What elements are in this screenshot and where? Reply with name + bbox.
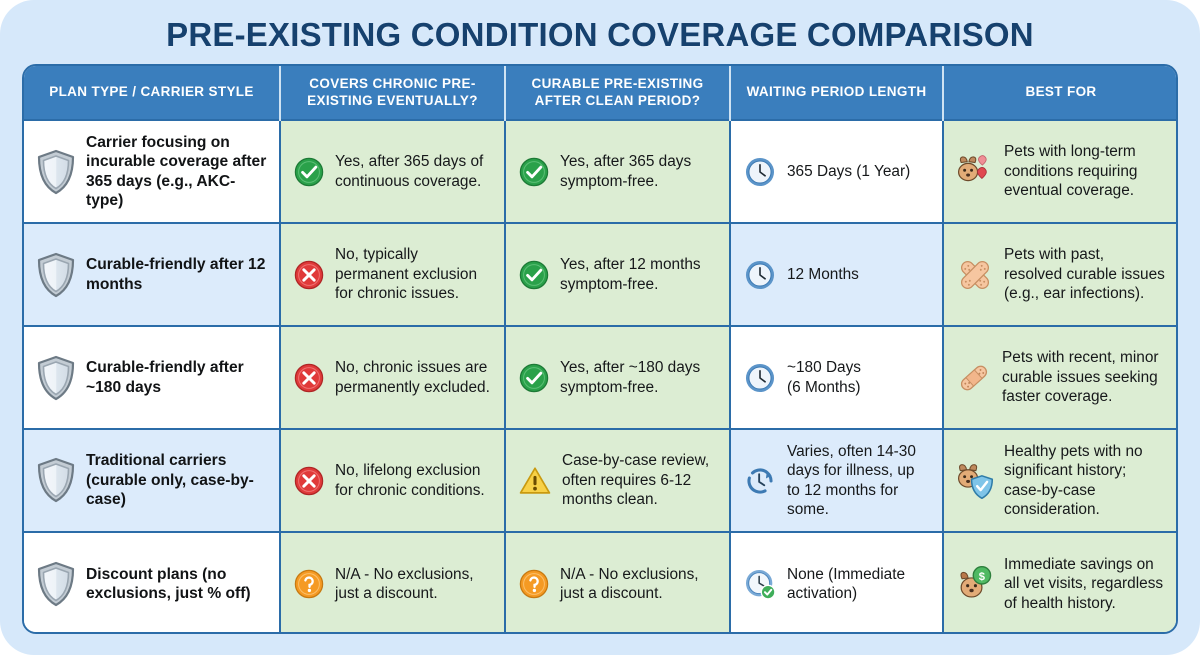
- question-circle-icon: [294, 569, 324, 599]
- shield-icon: [37, 149, 75, 194]
- comparison-table: PLAN TYPE / CARRIER STYLE COVERS CHRONIC…: [24, 66, 1176, 632]
- clock-arrow-icon: [747, 467, 773, 494]
- cell-waiting-period: 12 Months: [730, 222, 944, 326]
- column-header-waiting-period: WAITING PERIOD LENGTH: [730, 66, 944, 120]
- question-circle-icon: [519, 569, 549, 599]
- shield-icon: [37, 355, 75, 400]
- curable-after-clean-text: Case-by-case review, often requires 6-12…: [562, 452, 710, 509]
- check-circle-icon: [294, 157, 324, 186]
- table-header-row: PLAN TYPE / CARRIER STYLE COVERS CHRONIC…: [24, 66, 1176, 120]
- svg-text:$: $: [979, 571, 986, 583]
- page-title: PRE-EXISTING CONDITION COVERAGE COMPARIS…: [166, 16, 1034, 53]
- cell-plan-type: Curable-friendly after 12 months: [24, 222, 281, 326]
- table-row: Curable-friendly after ~180 days No, chro…: [24, 325, 1176, 429]
- waiting-period-text: 12 Months: [787, 265, 859, 283]
- covers-chronic-text: Yes, after 365 days of continuous covera…: [335, 153, 484, 190]
- curable-after-clean-text: Yes, after 365 days symptom-free.: [560, 153, 692, 190]
- warning-triangle-icon: [519, 466, 551, 494]
- shield-icon: [37, 252, 75, 297]
- cell-covers-chronic: No, chronic issues are permanently exclu…: [280, 325, 506, 429]
- check-circle-icon: [519, 260, 549, 289]
- waiting-period-text: Varies, often 14-30 days for illness, up…: [787, 442, 916, 518]
- table-row: Curable-friendly after 12 months No, typi…: [24, 222, 1176, 326]
- cell-waiting-period: 365 Days (1 Year): [730, 119, 944, 223]
- plan-type-label: Curable-friendly after 12 months: [86, 256, 266, 293]
- shield-icon: [37, 561, 75, 607]
- cell-covers-chronic: N/A - No exclusions, just a discount.: [280, 531, 506, 632]
- cell-best-for: Pets with recent, minor curable issues s…: [943, 325, 1176, 429]
- plan-type-label: Curable-friendly after ~180 days: [86, 359, 244, 396]
- covers-chronic-text: N/A - No exclusions, just a discount.: [335, 565, 474, 602]
- best-for-text: Immediate savings on all vet visits, reg…: [1004, 555, 1164, 612]
- dog-heart-icon: [957, 154, 987, 181]
- covers-chronic-text: No, chronic issues are permanently exclu…: [335, 359, 490, 396]
- best-for-text: Pets with long-term conditions requiring…: [1004, 143, 1138, 200]
- cell-covers-chronic: Yes, after 365 days of continuous covera…: [280, 119, 506, 223]
- covers-chronic-text: No, typically permanent exclusion for ch…: [335, 246, 478, 303]
- curable-after-clean-text: N/A - No exclusions, just a discount.: [560, 565, 699, 602]
- cell-plan-type: Carrier focusing on incurable coverage a…: [24, 119, 281, 223]
- best-for-text: Pets with recent, minor curable issues s…: [1002, 349, 1159, 406]
- shield-icon: [37, 458, 75, 503]
- bandage-icon: [960, 365, 988, 390]
- waiting-period-text: 365 Days (1 Year): [787, 162, 911, 180]
- waiting-period-text: None (Immediate activation): [787, 565, 906, 602]
- cell-curable-after-clean: Yes, after 12 months symptom-free.: [505, 222, 731, 326]
- cell-waiting-period: ~180 Days (6 Months): [730, 325, 944, 429]
- cell-plan-type: Discount plans (no exclusions, just % of…: [24, 531, 281, 632]
- clock-icon: [745, 260, 775, 289]
- table-row: Carrier focusing on incurable coverage a…: [24, 119, 1176, 223]
- check-circle-icon: [519, 363, 549, 392]
- column-header-plan-type: PLAN TYPE / CARRIER STYLE: [24, 66, 281, 120]
- bandages-icon: [960, 260, 990, 289]
- clock-icon: [745, 157, 775, 186]
- table-row: Traditional carriers (curable only, case…: [24, 428, 1176, 532]
- cell-best-for: $ Immediate savings on all vet visits, re…: [943, 531, 1176, 632]
- cell-curable-after-clean: Yes, after ~180 days symptom-free.: [505, 325, 731, 429]
- x-circle-icon: [294, 363, 324, 392]
- column-header-curable-after-clean: CURABLE PRE-EXISTING AFTER CLEAN PERIOD?: [505, 66, 731, 120]
- cell-waiting-period: Varies, often 14-30 days for illness, up…: [730, 428, 944, 532]
- cell-curable-after-clean: Case-by-case review, often requires 6-12…: [505, 428, 731, 532]
- cell-waiting-period: None (Immediate activation): [730, 531, 944, 632]
- cell-plan-type: Traditional carriers (curable only, case…: [24, 428, 281, 532]
- table-row: Discount plans (no exclusions, just % of…: [24, 531, 1176, 632]
- column-header-covers-chronic: COVERS CHRONIC PRE-EXISTING EVENTUALLY?: [280, 66, 506, 120]
- cell-curable-after-clean: Yes, after 365 days symptom-free.: [505, 119, 731, 223]
- cell-covers-chronic: No, lifelong exclusion for chronic condi…: [280, 428, 506, 532]
- x-circle-icon: [294, 466, 324, 495]
- clock-icon: [745, 363, 775, 392]
- cell-best-for: Healthy pets with no significant history…: [943, 428, 1176, 532]
- check-circle-icon: [519, 157, 549, 186]
- cell-best-for: Pets with long-term conditions requiring…: [943, 119, 1176, 223]
- plan-type-label: Discount plans (no exclusions, just % of…: [86, 565, 251, 602]
- column-header-best-for: BEST FOR: [943, 66, 1176, 120]
- covers-chronic-text: No, lifelong exclusion for chronic condi…: [335, 462, 485, 499]
- best-for-text: Healthy pets with no significant history…: [1004, 442, 1143, 518]
- table-body: Carrier focusing on incurable coverage a…: [24, 119, 1176, 632]
- cell-curable-after-clean: N/A - No exclusions, just a discount.: [505, 531, 731, 632]
- plan-type-label: Traditional carriers (curable only, case…: [86, 452, 254, 509]
- curable-after-clean-text: Yes, after 12 months symptom-free.: [560, 256, 701, 293]
- dog-shield-icon: [957, 463, 994, 499]
- cell-plan-type: Curable-friendly after ~180 days: [24, 325, 281, 429]
- plan-type-label: Carrier focusing on incurable coverage a…: [86, 133, 267, 209]
- cell-best-for: Pets with past, resolved curable issues …: [943, 222, 1176, 326]
- clock-check-icon: [745, 569, 776, 600]
- x-circle-icon: [294, 260, 324, 289]
- waiting-period-text: ~180 Days (6 Months): [787, 359, 862, 396]
- cell-covers-chronic: No, typically permanent exclusion for ch…: [280, 222, 506, 326]
- comparison-table-container: PLAN TYPE / CARRIER STYLE COVERS CHRONIC…: [22, 64, 1178, 634]
- dog-money-icon: $: [960, 566, 992, 598]
- best-for-text: Pets with past, resolved curable issues …: [1004, 246, 1165, 303]
- curable-after-clean-text: Yes, after ~180 days symptom-free.: [560, 359, 701, 396]
